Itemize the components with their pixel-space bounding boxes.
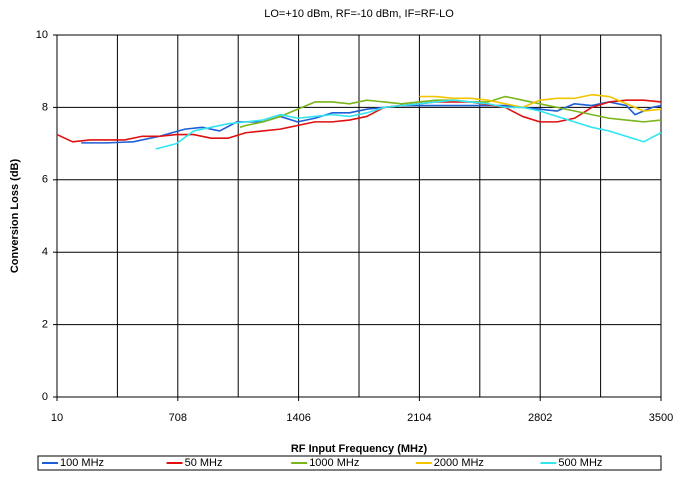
x-tick-label: 2802 [528,412,552,424]
x-tick-label: 10 [51,412,63,424]
x-tick-label: 1406 [286,412,310,424]
series-line [419,93,662,112]
y-tick-label: 8 [42,101,48,113]
legend-box [37,455,662,471]
y-tick-label: 2 [42,319,48,331]
series-line [155,99,662,150]
series-line [81,101,662,144]
series-line [239,95,662,129]
y-axis-label: Conversion Loss (dB) [9,159,21,274]
x-tick-label: 708 [169,412,187,424]
legend-label: 50 MHz [185,457,223,469]
legend-label: 100 MHz [60,457,104,469]
legend-label: 2000 MHz [434,457,484,469]
x-tick-label: 2104 [407,412,431,424]
y-tick-label: 10 [36,29,48,41]
legend-label: 1000 MHz [309,457,359,469]
chart-title: LO=+10 dBm, RF=-10 dBm, IF=RF-LO [264,8,454,20]
x-tick-label: 3500 [649,412,673,424]
y-tick-label: 4 [42,246,48,258]
x-axis-label: RF Input Frequency (MHz) [291,443,428,455]
legend-label: 500 MHz [558,457,602,469]
y-tick-label: 6 [42,174,48,186]
y-tick-label: 0 [42,391,48,403]
